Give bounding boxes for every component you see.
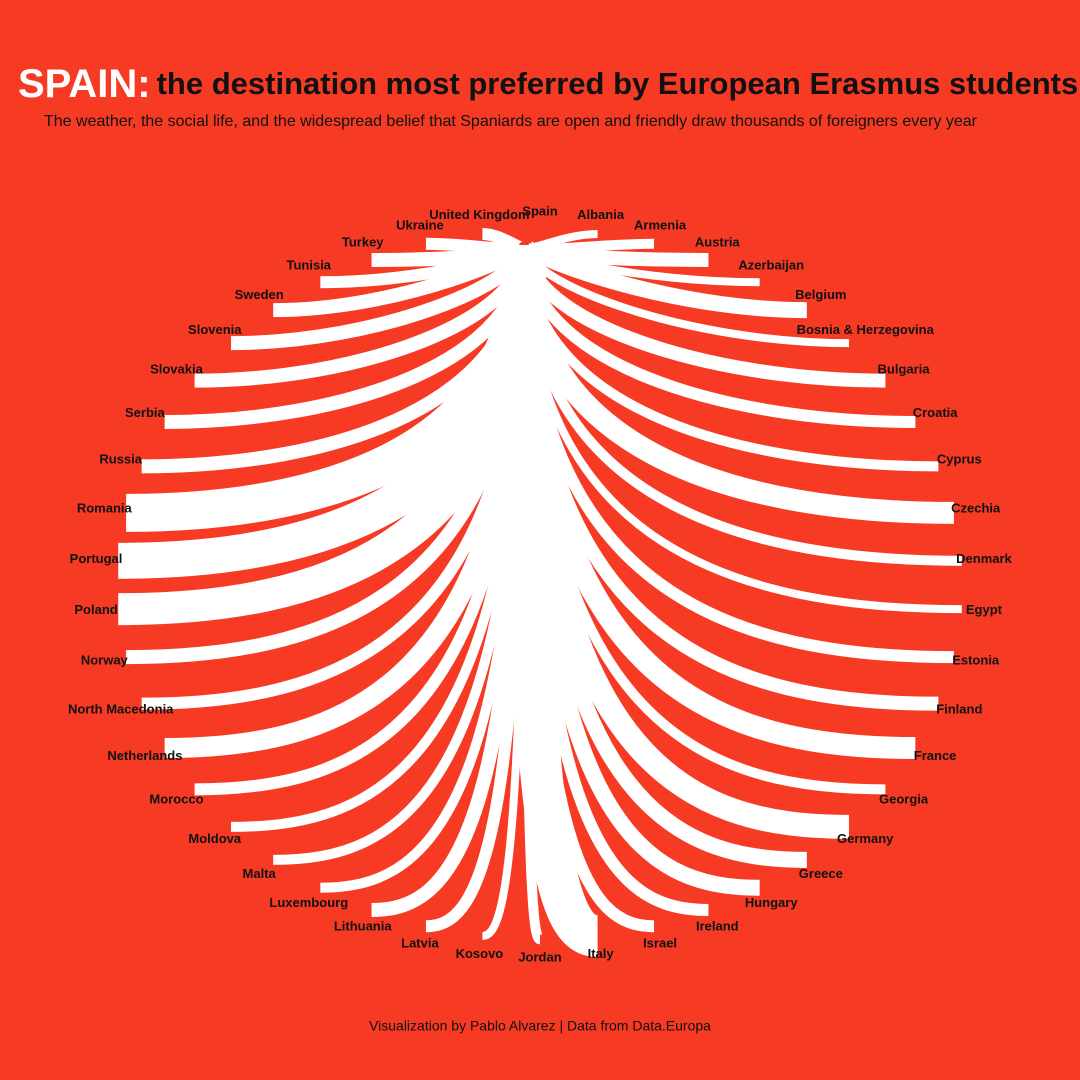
country-label: Moldova xyxy=(188,831,241,846)
flow-ribbon xyxy=(481,227,531,254)
flow-ribbon xyxy=(164,244,532,429)
country-label: Portugal xyxy=(70,551,123,566)
country-label: Slovenia xyxy=(188,322,242,337)
country-label: France xyxy=(914,748,957,763)
country-label: Bulgaria xyxy=(878,361,931,376)
country-label: Kosovo xyxy=(456,946,504,961)
country-label: United Kingdom xyxy=(429,207,529,222)
country-label: Austria xyxy=(695,234,741,249)
country-label: Sweden xyxy=(235,287,284,302)
country-label: Jordan xyxy=(518,949,561,964)
country-label: Czechia xyxy=(951,501,1001,516)
flow-ribbon xyxy=(194,244,532,388)
country-label: Croatia xyxy=(913,405,959,420)
country-label: Egypt xyxy=(966,602,1003,617)
country-label: Greece xyxy=(799,866,843,881)
country-label: Norway xyxy=(81,652,129,667)
country-label: Netherlands xyxy=(107,748,182,763)
country-label: Germany xyxy=(837,831,894,846)
country-label: Poland xyxy=(74,602,117,617)
flows xyxy=(118,227,962,958)
country-label: Ukraine xyxy=(396,217,444,232)
title-rest: the destination most preferred by Europe… xyxy=(157,66,1079,101)
country-label: Denmark xyxy=(956,551,1012,566)
country-label: Morocco xyxy=(149,792,203,807)
country-label: Georgia xyxy=(879,792,929,807)
country-label: Azerbaijan xyxy=(738,258,804,273)
country-label: Israel xyxy=(643,936,677,951)
subtitle: The weather, the social life, and the wi… xyxy=(44,113,978,130)
footer: Visualization by Pablo Alvarez | Data fr… xyxy=(369,1018,711,1034)
country-label: Estonia xyxy=(952,652,1000,667)
country-label: Serbia xyxy=(125,405,166,420)
labels: Spain Albania Armenia Austria Azerbaijan Belg… xyxy=(68,203,1013,964)
country-label: Luxembourg xyxy=(269,895,348,910)
title: SPAIN: the destination most preferred by … xyxy=(18,62,1078,106)
country-label: Bosnia & Herzegovina xyxy=(797,322,935,337)
country-label: Hungary xyxy=(745,895,799,910)
country-label: North Macedonia xyxy=(68,701,174,716)
origin-label: Spain xyxy=(522,203,557,218)
title-lead: SPAIN: xyxy=(18,62,151,106)
country-label: Finland xyxy=(936,701,982,716)
flow-ribbon xyxy=(231,243,532,351)
country-label: Turkey xyxy=(342,234,384,249)
country-label: Albania xyxy=(577,207,625,222)
country-label: Slovakia xyxy=(150,361,204,376)
country-label: Belgium xyxy=(795,287,846,302)
country-label: Tunisia xyxy=(287,258,332,273)
country-label: Ireland xyxy=(696,919,739,934)
country-label: Italy xyxy=(588,946,615,961)
country-label: Romania xyxy=(77,501,133,516)
country-label: Lithuania xyxy=(334,919,393,934)
country-label: Latvia xyxy=(401,936,439,951)
country-label: Malta xyxy=(243,866,277,881)
country-label: Cyprus xyxy=(937,452,982,467)
country-label: Armenia xyxy=(634,217,687,232)
country-label: Russia xyxy=(99,452,142,467)
